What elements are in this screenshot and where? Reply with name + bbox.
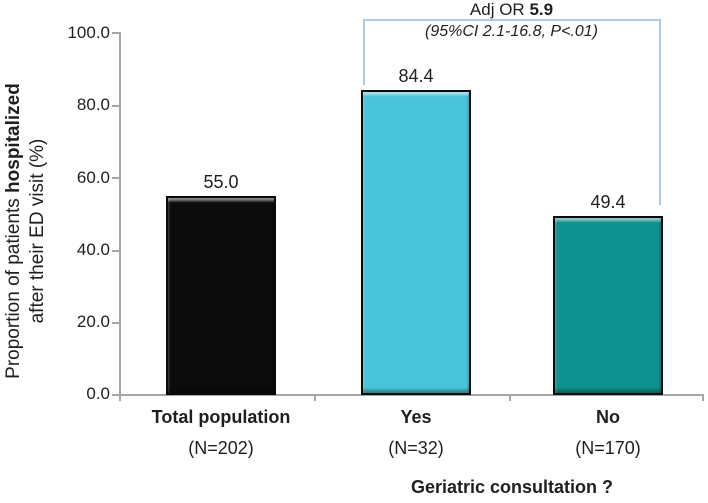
category-label-yes: Yes bbox=[400, 407, 432, 427]
y-tick-mark bbox=[112, 105, 120, 107]
value-label-total-population: 55.0 bbox=[203, 171, 239, 192]
y-axis-title-line1: Proportion of patients hospitalized bbox=[2, 29, 26, 433]
bar-group-total-population: 55.0 bbox=[166, 171, 276, 395]
y-axis-title-bold: hospitalized bbox=[3, 83, 24, 193]
y-axis-title: Proportion of patients hospitalized afte… bbox=[2, 29, 50, 433]
n-label-yes: (N=32) bbox=[388, 438, 444, 458]
value-label-yes: 84.4 bbox=[398, 65, 434, 86]
y-axis-line bbox=[119, 32, 121, 395]
odds-ratio-annotation: Adj OR 5.9 bbox=[363, 0, 660, 19]
y-tick-label: 100.0 bbox=[67, 23, 110, 42]
y-tick-mark bbox=[112, 177, 120, 179]
y-tick-mark bbox=[112, 250, 120, 252]
y-tick-mark bbox=[112, 322, 120, 324]
bar-no bbox=[553, 216, 663, 395]
x-axis-title: Geriatric consultation ? bbox=[410, 477, 614, 497]
y-tick-label: 20.0 bbox=[76, 312, 110, 331]
bar-group-no: 49.4 bbox=[553, 191, 663, 395]
significance-bracket-horizontal bbox=[363, 19, 660, 21]
x-tick-mark bbox=[702, 395, 704, 401]
y-tick-label: 60.0 bbox=[76, 168, 110, 187]
x-tick-mark bbox=[509, 395, 511, 401]
confidence-interval-annotation: (95%CI 2.1-16.8, P<.01) bbox=[425, 23, 598, 40]
y-tick-mark bbox=[112, 394, 120, 396]
significance-bracket-left bbox=[363, 19, 365, 85]
y-tick-label: 0.0 bbox=[86, 384, 110, 403]
n-label-no: (N=170) bbox=[575, 438, 641, 458]
x-tick-mark bbox=[314, 395, 316, 401]
y-tick-label: 40.0 bbox=[76, 240, 110, 259]
bar-group-yes: 84.4 bbox=[361, 65, 471, 395]
y-tick-mark bbox=[112, 32, 120, 34]
value-label-no: 49.4 bbox=[590, 192, 626, 213]
x-tick-mark bbox=[119, 395, 121, 401]
bar-total-population bbox=[166, 195, 276, 395]
n-label-total-population: (N=202) bbox=[188, 438, 254, 458]
category-label-total-population: Total population bbox=[151, 407, 291, 427]
significance-bracket-right bbox=[659, 19, 661, 205]
odds-ratio-value: 5.9 bbox=[529, 0, 554, 19]
bar-yes bbox=[361, 89, 471, 395]
category-label-no: No bbox=[596, 407, 620, 427]
y-tick-label: 80.0 bbox=[76, 95, 110, 114]
y-axis-title-line2: after their ED visit (%) bbox=[27, 138, 48, 324]
y-axis-title-regular: Proportion of patients bbox=[3, 192, 24, 379]
odds-ratio-prefix: Adj OR bbox=[469, 0, 530, 19]
